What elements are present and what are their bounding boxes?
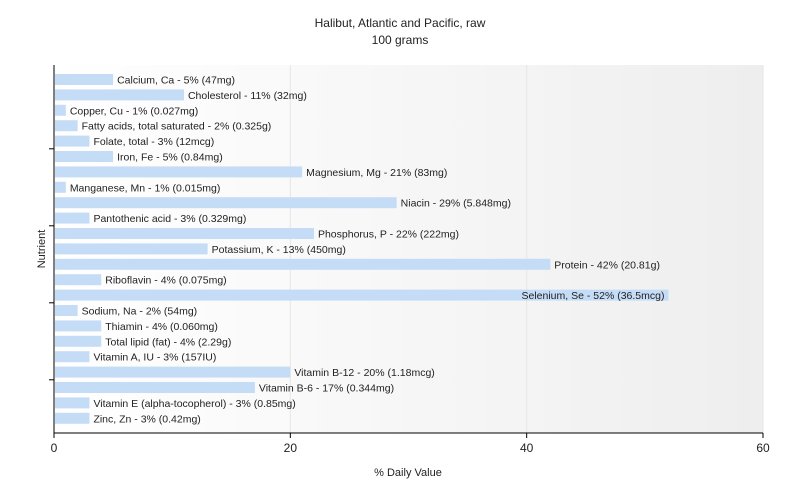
bar-label-8: Niacin - 29% (5.848mg)	[401, 198, 511, 210]
bar-label-6: Magnesium, Mg - 21% (83mg)	[306, 167, 447, 179]
bar-6	[55, 166, 303, 178]
bars-group	[55, 74, 669, 424]
bar-label-7: Manganese, Mn - 1% (0.015mg)	[70, 182, 221, 194]
chart-title: Halibut, Atlantic and Pacific, raw	[315, 16, 486, 30]
bar-label-5: Iron, Fe - 5% (0.84mg)	[117, 152, 223, 164]
bar-label-20: Vitamin B-6 - 17% (0.344mg)	[259, 383, 394, 395]
bar-9	[55, 212, 90, 224]
bar-label-3: Fatty acids, total saturated - 2% (0.325…	[82, 121, 272, 133]
x-tick-label-2: 40	[520, 441, 534, 455]
bar-21	[55, 397, 90, 409]
bar-8	[55, 197, 397, 209]
grid-lines	[289, 65, 764, 433]
bar-18	[55, 351, 90, 363]
bar-5	[55, 151, 114, 162]
bar-11	[55, 243, 208, 255]
bar-20	[55, 382, 255, 393]
bar-label-13: Riboflavin - 4% (0.075mg)	[105, 275, 226, 287]
bar-10	[55, 228, 314, 239]
bar-label-21: Vitamin E (alpha-tocopherol) - 3% (0.85m…	[93, 398, 295, 410]
x-tick-label-0: 0	[51, 441, 58, 455]
bar-14	[55, 289, 669, 301]
bar-label-12: Protein - 42% (20.81g)	[554, 259, 660, 271]
bar-17	[55, 335, 102, 347]
y-axis-title: Nutrient	[36, 230, 48, 269]
bar-labels-group: Calcium, Ca - 5% (47mg) Cholesterol - 11%…	[70, 75, 665, 426]
bar-label-22: Zinc, Zn - 3% (0.42mg)	[93, 413, 200, 425]
axes-group: 0 20 40 60	[49, 65, 770, 455]
bar-13	[55, 274, 102, 286]
bar-label-19: Vitamin B-12 - 20% (1.18mcg)	[294, 367, 434, 379]
x-tick-label-1: 20	[284, 441, 298, 455]
bar-2	[55, 104, 66, 116]
x-axis-title: % Daily Value	[374, 467, 442, 479]
bar-label-0: Calcium, Ca - 5% (47mg)	[117, 75, 235, 87]
bar-3	[55, 120, 78, 132]
bar-label-4: Folate, total - 3% (12mcg)	[93, 136, 214, 148]
bar-12	[55, 258, 551, 270]
bar-label-16: Thiamin - 4% (0.060mg)	[105, 321, 218, 333]
bar-label-10: Phosphorus, P - 22% (222mg)	[318, 229, 459, 241]
bar-16	[55, 320, 102, 332]
bar-label-17: Total lipid (fat) - 4% (2.29g)	[105, 336, 231, 348]
bar-0	[55, 74, 114, 85]
bar-label-14: Selenium, Se - 52% (36.5mcg)	[521, 290, 664, 302]
bar-1	[55, 89, 184, 101]
x-tick-label-3: 60	[756, 441, 770, 455]
bar-19	[55, 366, 291, 378]
bar-label-15: Sodium, Na - 2% (54mg)	[82, 306, 198, 318]
bar-label-2: Copper, Cu - 1% (0.027mg)	[70, 105, 198, 117]
chart-subtitle: 100 grams	[372, 33, 429, 47]
bar-15	[55, 305, 78, 316]
bar-label-18: Vitamin A, IU - 3% (157IU)	[93, 352, 216, 364]
bar-label-9: Pantothenic acid - 3% (0.329mg)	[93, 213, 246, 225]
bar-label-11: Potassium, K - 13% (450mg)	[212, 244, 346, 256]
bar-22	[55, 412, 90, 424]
bar-7	[55, 181, 66, 193]
bar-label-1: Cholesterol - 11% (32mg)	[188, 90, 307, 102]
bar-4	[55, 135, 90, 147]
